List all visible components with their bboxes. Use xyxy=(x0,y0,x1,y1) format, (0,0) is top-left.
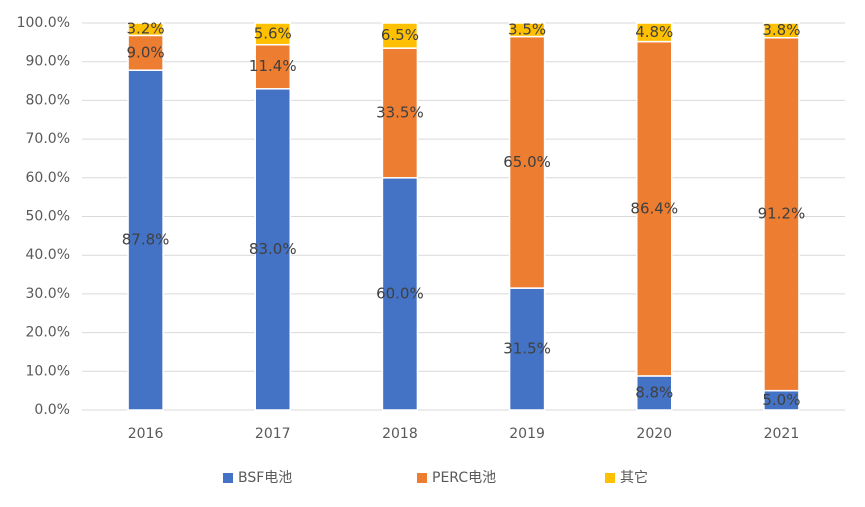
legend-swatch xyxy=(417,473,427,483)
bar-segment xyxy=(381,22,419,49)
x-tick-label: 2020 xyxy=(636,426,672,442)
bar-segment xyxy=(381,177,419,411)
legend-swatch xyxy=(605,473,615,483)
value-label: 3.5% xyxy=(508,20,546,38)
y-tick-label: 0.0% xyxy=(34,402,70,418)
bar-segment xyxy=(763,36,800,392)
legend-label: PERC电池 xyxy=(432,470,496,486)
bar-segment xyxy=(636,375,673,411)
bar-segment xyxy=(127,34,164,71)
bar-segment xyxy=(636,40,673,377)
bar-segment xyxy=(381,47,419,179)
bar-segment xyxy=(508,22,546,38)
y-tick-label: 30.0% xyxy=(26,286,70,302)
y-tick-label: 10.0% xyxy=(26,363,70,379)
y-tick-label: 70.0% xyxy=(26,131,70,147)
bar-segment xyxy=(508,287,546,411)
y-tick-label: 100.0% xyxy=(17,15,70,31)
x-tick-label: 2017 xyxy=(255,426,291,442)
value-label: 87.8% xyxy=(122,231,170,249)
value-label: 9.0% xyxy=(127,43,165,61)
value-label: 91.2% xyxy=(758,205,806,223)
value-label: 60.0% xyxy=(376,284,424,302)
y-tick-label: 50.0% xyxy=(26,209,70,225)
bar-segment xyxy=(254,22,291,46)
bar-segment xyxy=(508,35,546,289)
value-label: 5.0% xyxy=(762,391,800,409)
value-label: 31.5% xyxy=(503,340,551,358)
value-label: 3.2% xyxy=(127,20,165,38)
legend-swatch xyxy=(223,473,233,483)
bar-segment xyxy=(254,43,291,90)
legend-label: 其它 xyxy=(620,469,648,486)
value-label: 11.4% xyxy=(249,57,297,75)
y-tick-label: 40.0% xyxy=(26,247,70,263)
value-label: 86.4% xyxy=(630,199,678,217)
legend-label: BSF电池 xyxy=(238,470,292,486)
value-label: 65.0% xyxy=(503,153,551,171)
y-tick-label: 90.0% xyxy=(26,54,70,70)
bar-segment xyxy=(636,22,673,43)
value-label: 4.8% xyxy=(635,23,673,41)
value-label: 33.5% xyxy=(376,103,424,121)
value-label: 83.0% xyxy=(249,240,297,258)
x-tick-label: 2016 xyxy=(128,426,164,442)
y-tick-label: 60.0% xyxy=(26,170,70,186)
bar-segment xyxy=(763,22,800,39)
x-tick-label: 2019 xyxy=(509,426,545,442)
bar-segment xyxy=(127,22,164,37)
x-tick-label: 2021 xyxy=(764,426,800,442)
value-label: 8.8% xyxy=(635,383,673,401)
y-tick-label: 20.0% xyxy=(26,325,70,341)
bar-segment xyxy=(254,88,291,411)
value-label: 5.6% xyxy=(254,24,292,42)
value-label: 6.5% xyxy=(381,26,419,44)
bar-segment xyxy=(127,69,164,411)
x-tick-label: 2018 xyxy=(382,426,418,442)
y-tick-label: 80.0% xyxy=(26,92,70,108)
value-label: 3.8% xyxy=(762,21,800,39)
